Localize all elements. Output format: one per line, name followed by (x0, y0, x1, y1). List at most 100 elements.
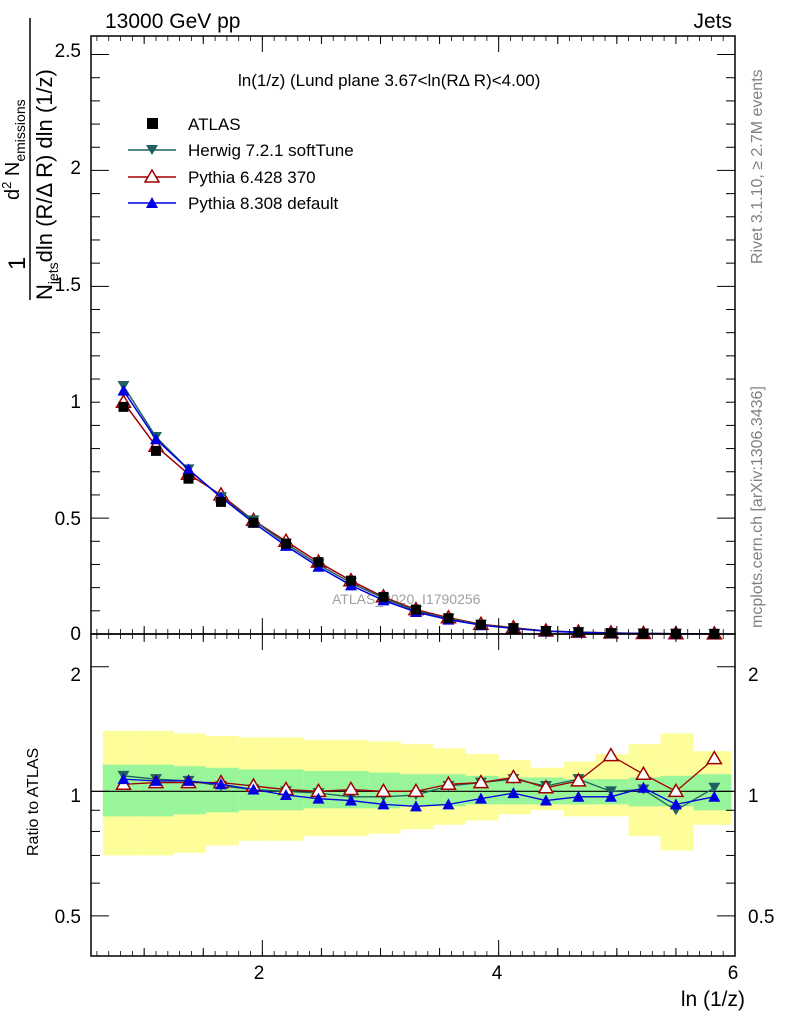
ratio-ylabel: Ratio to ATLAS (25, 748, 42, 856)
ratio-ytick-label-right: 0.5 (748, 907, 774, 928)
data-point-triangle-up (507, 787, 520, 799)
legend-marker-triangle-up-open (143, 168, 161, 183)
data-point-triangle-up-open (505, 769, 522, 784)
ylabel-num-sup: 2 (0, 182, 14, 189)
data-point-square (183, 473, 194, 484)
data-point-triangle-up (149, 774, 162, 786)
data-point-triangle-up (604, 790, 617, 802)
main-ytick-label: 0.5 (55, 509, 81, 530)
legend: ATLAS Herwig 7.2.1 softTune Pythia 6.428… (128, 115, 354, 213)
ylabel-num-d: d (2, 189, 24, 200)
main-ytick-labels: 0 0.5 1 1.5 2 2.5 (55, 41, 81, 645)
data-point-triangle-up (637, 781, 650, 793)
ylabel-one: 1 (4, 257, 31, 270)
data-point-triangle-up-open (472, 774, 490, 789)
ratio-ytick-labels: 0.5 1 2 0.5 1 2 (55, 665, 775, 928)
data-point-square (573, 627, 584, 638)
data-point-square (345, 575, 356, 586)
data-point-triangle-up (117, 384, 130, 396)
data-point-triangle-up (539, 794, 552, 806)
data-point-triangle-up-open (375, 782, 392, 798)
main-ytick-label: 1 (70, 392, 81, 413)
legend-entry-pythia8: Pythia 8.308 default (128, 194, 339, 213)
data-point-square (118, 401, 129, 412)
legend-marker-square (147, 118, 158, 129)
ratio-ytick-label: 0.5 (55, 907, 81, 928)
data-point-triangle-up-open (570, 772, 587, 787)
ylabel-numerator: d2 Nemissions (0, 99, 28, 200)
xtick-label: 2 (254, 963, 265, 984)
data-point-triangle-up (442, 798, 455, 810)
ylabel-njets-sub: jets (45, 262, 61, 285)
x-axis-label: ln (1/z) (681, 988, 745, 1011)
data-point-triangle-up (669, 798, 682, 810)
data-point-triangle-up-open (602, 747, 620, 762)
data-point-triangle-up (572, 790, 585, 802)
data-point-square (280, 538, 291, 549)
ratio-ytick-label-right: 1 (748, 786, 759, 807)
data-point-triangle-up-open (667, 782, 685, 798)
legend-label: Pythia 6.428 370 (188, 168, 316, 187)
data-point-triangle-up (344, 794, 357, 806)
data-point-triangle-up (474, 792, 487, 804)
rivet-label: Rivet 3.1.10, ≥ 2.7M events (749, 69, 766, 264)
axes (91, 36, 736, 957)
legend-entry-pythia6: Pythia 6.428 370 (128, 168, 316, 187)
ratio-ytick-label: 2 (70, 665, 81, 686)
header-left: 13000 GeV pp (105, 10, 240, 33)
data-point-triangle-up (377, 798, 390, 810)
band-inner-bin (693, 774, 732, 811)
xtick-label: 4 (492, 963, 503, 984)
main-ytick-label: 1.5 (55, 275, 81, 296)
ratio-ytick-label-right: 2 (748, 665, 759, 686)
data-point-square (443, 613, 454, 624)
ratio-plot-frame (90, 633, 736, 957)
legend-marker-triangle-up (146, 197, 158, 208)
watermark: ATLAS_2020_I1790256 (332, 591, 481, 607)
main-ytick-label: 2 (70, 158, 81, 179)
main-ylabel: 1 Njetsdln (R/Δ R) dln (1/z) d2 Nemissio… (0, 18, 61, 300)
data-point-square (150, 445, 161, 456)
data-point-triangle-up-open (342, 781, 360, 796)
data-point-square (378, 591, 389, 602)
data-point-triangle-up (409, 800, 422, 812)
legend-entry-atlas: ATLAS (147, 115, 241, 134)
mcplots-label: mcplots.cern.ch [arXiv:1306.3436] (749, 386, 766, 628)
main-ytick-label: 2.5 (55, 41, 81, 62)
band-inner-bin (173, 766, 206, 815)
ylabel-denominator: Njetsdln (R/Δ R) dln (1/z) (32, 69, 61, 300)
data-point-triangle-up (214, 778, 227, 790)
data-point-triangle-up-open (706, 750, 723, 765)
ylabel-num-sub: emissions (12, 99, 28, 161)
ratio-ytick-label: 1 (70, 786, 81, 807)
ratio-plot-series (115, 747, 723, 816)
legend-label: Herwig 7.2.1 softTune (188, 141, 354, 160)
data-point-triangle-up (149, 433, 162, 445)
xtick-label: 6 (728, 963, 739, 984)
ylabel-njets: N (32, 284, 57, 300)
data-point-triangle-up (247, 783, 260, 795)
data-point-square (508, 623, 519, 634)
header-right: Jets (693, 10, 732, 33)
data-point-triangle-up (182, 463, 195, 475)
data-point-triangle-up (279, 788, 292, 800)
data-point-triangle-down (708, 782, 721, 793)
legend-label: ATLAS (188, 115, 241, 134)
data-point-triangle-up-open (537, 779, 555, 794)
ratio-series-pythia-8-308-default (117, 773, 721, 812)
legend-label: Pythia 8.308 default (188, 194, 339, 213)
ylabel-num-n: N (2, 162, 24, 182)
data-point-square (313, 557, 324, 568)
main-ytick-label: 0 (70, 624, 81, 645)
data-point-square (410, 604, 421, 615)
data-point-triangle-up (182, 774, 195, 786)
data-point-triangle-up (708, 790, 721, 802)
band-inner-bin (205, 767, 239, 813)
data-point-triangle-up-open (635, 765, 652, 780)
xtick-labels: 2 4 6 (254, 963, 739, 984)
ylabel-den-rest: dln (R/Δ R) dln (1/z) (32, 69, 57, 262)
data-point-square (215, 496, 226, 507)
data-point-square (605, 628, 616, 639)
data-point-triangle-up (117, 773, 130, 785)
